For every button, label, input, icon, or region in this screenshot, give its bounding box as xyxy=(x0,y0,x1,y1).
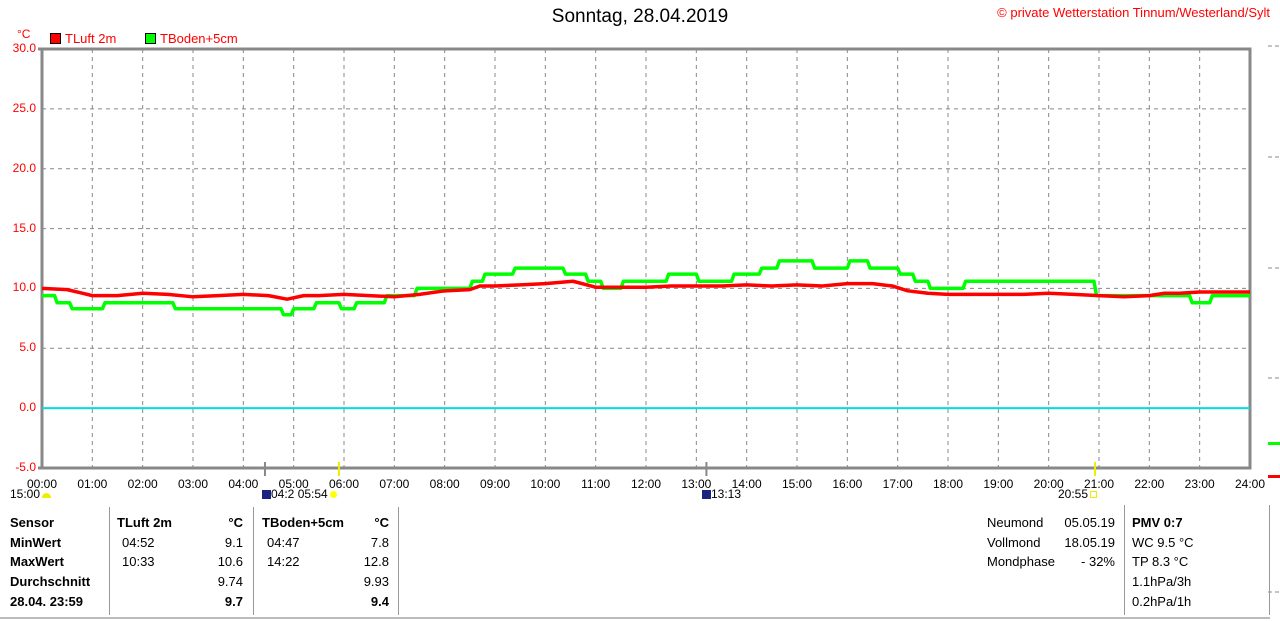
extra-p3: 1.1hPa/3h xyxy=(1132,574,1192,589)
legend-tluft: TLuft 2m xyxy=(50,31,116,46)
x-tick-label: 03:00 xyxy=(177,477,209,491)
x-tick-label: 00:00 xyxy=(26,477,58,491)
series-tluft-line xyxy=(41,279,1250,301)
y-tick-label: -5.0 xyxy=(15,460,36,474)
x-tick-label: 04:00 xyxy=(228,477,259,491)
moon-value: - 32% xyxy=(1081,554,1115,569)
extra-p1: 0.2hPa/1h xyxy=(1132,594,1192,609)
avg-value: 9.74 xyxy=(217,574,243,589)
legend-tboden: TBoden+5cm xyxy=(145,31,238,46)
extra-pmv: PMV 0:7 xyxy=(1132,515,1183,530)
x-tick-label: 06:00 xyxy=(328,477,360,491)
min-value: 7.8 xyxy=(370,535,389,550)
series-tboden-line xyxy=(42,259,1250,317)
legend-swatch-green xyxy=(145,33,156,44)
moon-label: Mondphase xyxy=(987,554,1055,569)
x-tick-label: 08:00 xyxy=(429,477,460,491)
x-tick-label: 17:00 xyxy=(882,477,913,491)
max-time: 10:33 xyxy=(122,554,155,569)
x-tick-label: 22:00 xyxy=(1134,477,1165,491)
y-tick-label: 15.0 xyxy=(12,220,36,235)
legend-label: TBoden+5cm xyxy=(160,31,238,46)
x-tick-label: 16:00 xyxy=(832,477,863,491)
y-tick-label: 20.0 xyxy=(12,160,36,175)
y-tick-label: 0.0 xyxy=(19,400,36,415)
column-header: TLuft 2m xyxy=(117,515,172,530)
legend-swatch-red xyxy=(50,33,61,44)
min-time: 04:52 xyxy=(122,535,155,550)
sunrise-time: 04:2 05:54 xyxy=(262,487,337,501)
x-tick-label: 09:00 xyxy=(479,477,511,491)
x-tick-label: 11:00 xyxy=(581,477,611,491)
moonset-time: 15:00 xyxy=(10,487,52,501)
column-unit: °C xyxy=(228,515,243,530)
y-tick-label: 5.0 xyxy=(19,340,36,355)
y-tick-label: 10.0 xyxy=(12,280,36,295)
extra-tp: TP 8.3 °C xyxy=(1132,554,1189,569)
extra-wc: WC 9.5 °C xyxy=(1132,535,1194,550)
x-tick-label: 12:00 xyxy=(630,477,662,491)
sunset-icon xyxy=(1090,491,1098,498)
sunset-time: 20:55 xyxy=(1058,487,1098,501)
y-unit: °C xyxy=(17,27,31,41)
max-value: 10.6 xyxy=(217,554,243,569)
current-value: 9.7 xyxy=(224,594,243,609)
moon-value: 05.05.19 xyxy=(1064,515,1115,530)
column-unit: °C xyxy=(374,515,389,530)
x-tick-label: 19:00 xyxy=(983,477,1014,491)
legend-label: TLuft 2m xyxy=(65,31,117,46)
moonset-icon xyxy=(42,493,52,498)
x-tick-label: 07:00 xyxy=(379,477,410,491)
x-tick-label: 24:00 xyxy=(1234,477,1266,491)
x-tick-label: 13:00 xyxy=(681,477,712,491)
x-tick-label: 10:00 xyxy=(530,477,561,491)
right-marker-green xyxy=(1268,442,1280,445)
moon-label: Vollmond xyxy=(987,535,1041,550)
y-tick-label: 25.0 xyxy=(12,100,36,115)
moonrise-icon xyxy=(702,490,711,499)
moon-icon xyxy=(262,490,271,499)
page-title: Sonntag, 28.04.2019 xyxy=(551,6,729,27)
moonrise-time: 13:13 xyxy=(702,487,741,501)
row-label: MaxWert xyxy=(10,554,64,569)
row-label: Durchschnitt xyxy=(10,574,91,589)
sun-icon xyxy=(329,491,337,498)
x-tick-label: 23:00 xyxy=(1184,477,1215,491)
x-tick-label: 02:00 xyxy=(127,477,158,491)
y-tick-label: 30.0 xyxy=(12,41,36,55)
max-time: 14:22 xyxy=(267,554,300,569)
avg-value: 9.93 xyxy=(363,574,389,589)
x-tick-label: 18:00 xyxy=(932,477,964,491)
x-tick-label: 05:00 xyxy=(278,477,309,491)
row-label: Sensor xyxy=(10,515,55,530)
plot-frame xyxy=(38,47,1252,470)
x-tick-label: 20:00 xyxy=(1033,477,1064,491)
copyright: © private Wetterstation Tinnum/Westerlan… xyxy=(997,5,1270,20)
max-value: 12.8 xyxy=(363,554,389,569)
min-time: 04:47 xyxy=(267,535,300,550)
x-tick-label: 01:00 xyxy=(77,477,108,491)
row-label: MinWert xyxy=(10,535,62,550)
min-value: 9.1 xyxy=(224,535,243,550)
current-value: 9.4 xyxy=(370,594,389,609)
right-marker-red xyxy=(1268,475,1280,478)
x-tick-label: 14:00 xyxy=(731,477,762,491)
column-header: TBoden+5cm xyxy=(262,515,344,530)
x-tick-label: 15:00 xyxy=(781,477,813,491)
row-label: 28.04. 23:59 xyxy=(10,594,84,609)
moon-label: Neumond xyxy=(987,515,1044,530)
x-tick-label: 21:00 xyxy=(1083,477,1115,491)
moon-value: 18.05.19 xyxy=(1064,535,1115,550)
